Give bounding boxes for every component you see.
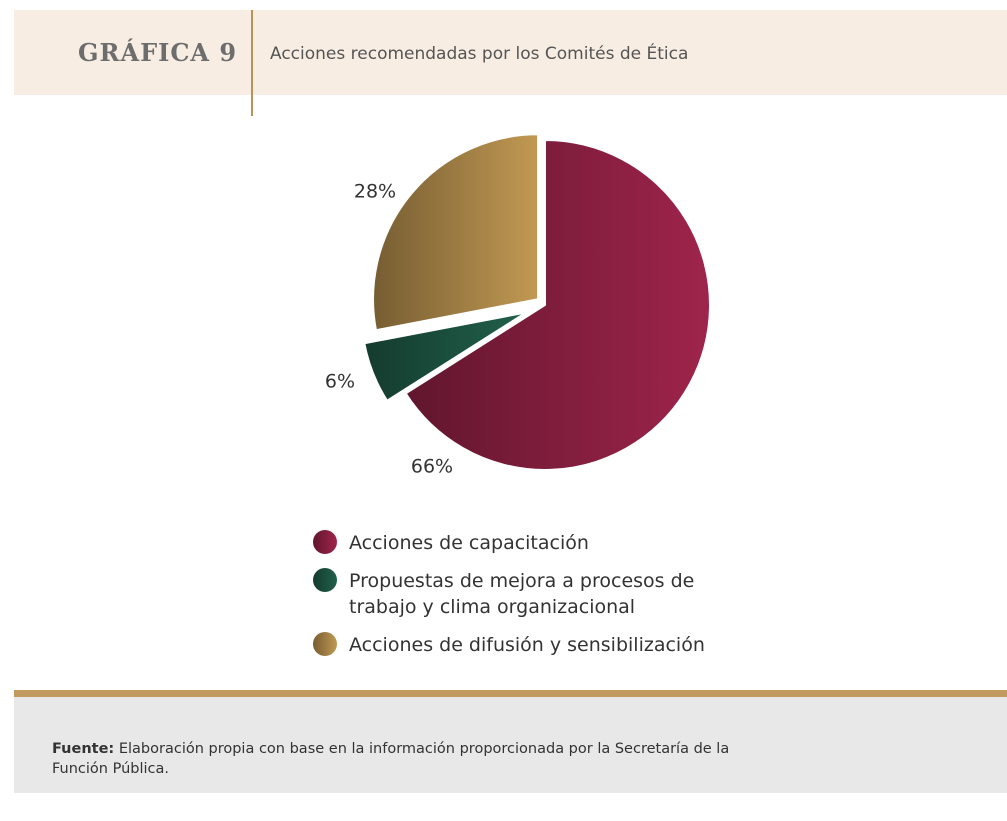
legend-label: Propuestas de mejora a procesos de traba…	[349, 570, 695, 618]
legend: Acciones de capacitación Propuestas de me…	[313, 530, 709, 670]
pie-slice	[372, 133, 540, 332]
chart-subtitle: Acciones recomendadas por los Comités de…	[270, 44, 689, 64]
legend-label: Acciones de difusión y sensibilización	[349, 634, 705, 656]
legend-swatch	[313, 530, 337, 554]
data-label: 66%	[411, 456, 453, 478]
legend-item: Acciones de capacitación	[313, 530, 709, 556]
legend-swatch	[313, 568, 337, 592]
source-label: Fuente:	[52, 741, 115, 757]
footer: Fuente: Elaboración propia con base en l…	[14, 697, 1007, 793]
footer-bar	[14, 690, 1007, 697]
legend-item: Acciones de difusión y sensibilización	[313, 632, 709, 658]
legend-item: Propuestas de mejora a procesos de traba…	[313, 568, 709, 620]
source: Fuente: Elaboración propia con base en l…	[52, 739, 772, 779]
pie-slice	[363, 311, 527, 403]
header: GRÁFICA 9	[14, 10, 1007, 95]
divider	[251, 10, 253, 116]
legend-swatch	[313, 632, 337, 656]
legend-label: Acciones de capacitación	[349, 532, 589, 554]
data-label: 6%	[325, 371, 355, 393]
chart-title: GRÁFICA 9	[78, 38, 238, 67]
pie-slice	[404, 138, 711, 471]
source-text: Elaboración propia con base en la inform…	[52, 741, 730, 777]
data-label: 28%	[354, 181, 396, 203]
